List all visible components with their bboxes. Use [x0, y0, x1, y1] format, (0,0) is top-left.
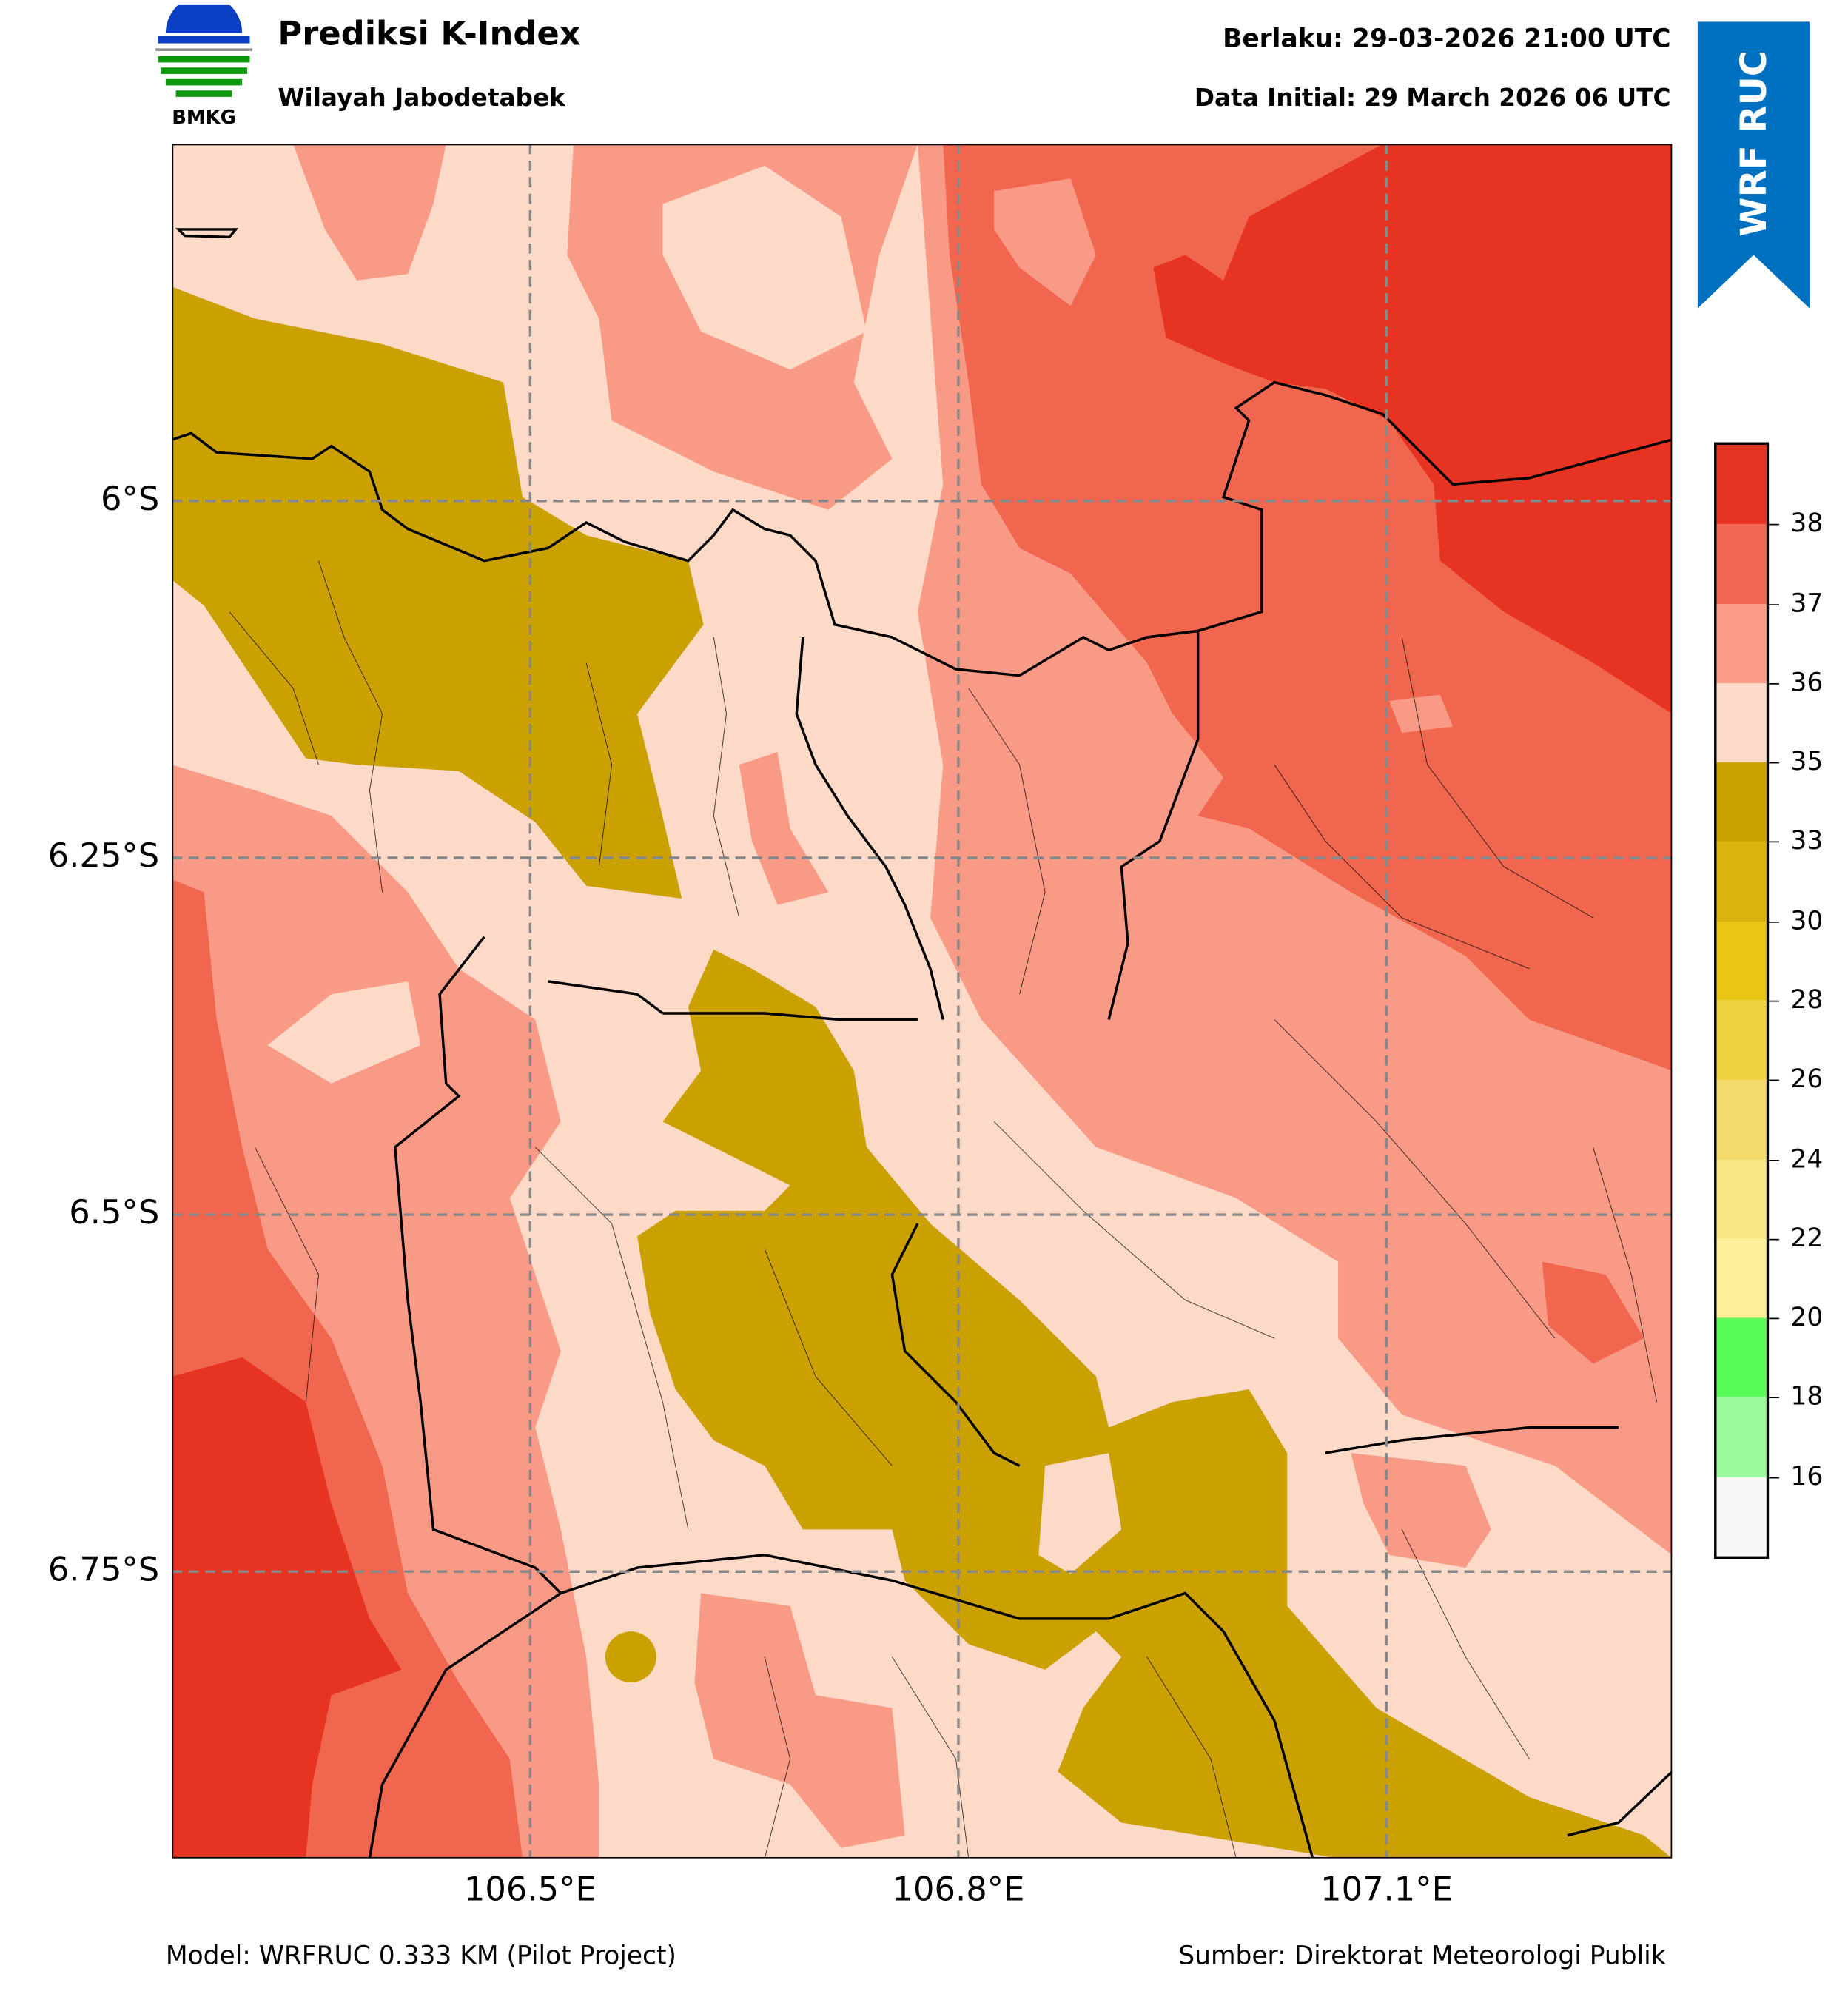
colorbar-bin [1716, 1317, 1767, 1398]
colorbar-tick [1769, 1317, 1779, 1320]
olive-regions [172, 286, 1673, 1859]
colorbar-label: 28 [1790, 984, 1824, 1015]
colorbar-tick [1769, 921, 1779, 923]
colorbar-bin [1716, 524, 1767, 605]
colorbar-tick [1769, 603, 1779, 605]
wrf-ruc-banner [1697, 21, 1810, 309]
region-subtitle: Wilayah Jabodetabek [278, 84, 565, 113]
y-tick-label: 6°S [100, 480, 160, 519]
initial-time: Data Initial: 29 March 2026 06 UTC [1194, 84, 1671, 113]
colorbar-label: 37 [1790, 587, 1824, 618]
peach-in-olive [1038, 1453, 1122, 1574]
colorbar-bin [1716, 603, 1767, 684]
colorbar-tick [1769, 1080, 1779, 1081]
colorbar-bin [1716, 1159, 1767, 1240]
colorbar-label: 36 [1790, 666, 1824, 697]
colorbar-label: 16 [1790, 1460, 1824, 1491]
k-index-map [172, 144, 1673, 1859]
colorbar-tick [1769, 1397, 1779, 1399]
gridlines [172, 144, 1673, 1859]
colorbar-label: 30 [1790, 904, 1824, 936]
colorbar-tick [1769, 1159, 1779, 1161]
colorbar-tick [1769, 1477, 1779, 1479]
y-tick-label: 6.75°S [47, 1551, 160, 1590]
colorbar-bin [1716, 842, 1767, 922]
colorbar-tick [1769, 1238, 1779, 1241]
colorbar-bin [1716, 1477, 1767, 1557]
colorbar-bin [1716, 1000, 1767, 1081]
x-tick-label: 107.1°E [1320, 1870, 1453, 1910]
colorbar-tick [1769, 524, 1779, 526]
red-regions [172, 144, 1673, 1859]
y-tick-label: 6.5°S [69, 1194, 160, 1233]
x-tick-label: 106.8°E [892, 1870, 1025, 1910]
colorbar-bin [1716, 921, 1767, 1001]
colorbar-tick [1769, 1000, 1779, 1002]
colorbar-bin [1716, 1238, 1767, 1319]
map-frame [172, 144, 1673, 1859]
colorbar-label: 18 [1790, 1380, 1824, 1411]
colorbar-bin [1716, 1397, 1767, 1478]
colorbar-bin [1716, 682, 1767, 763]
colorbar-label: 22 [1790, 1222, 1824, 1253]
colorbar-bin [1716, 762, 1767, 843]
colorbar-label: 20 [1790, 1301, 1824, 1332]
banner-label: WRF RUC [1733, 50, 1775, 236]
model-footer: Model: WRFRUC 0.333 KM (Pilot Project) [165, 1939, 676, 1971]
colorbar-label: 38 [1790, 507, 1824, 539]
peach-islands [267, 165, 867, 1084]
colorbar-label: 33 [1790, 825, 1824, 856]
district-boundaries [229, 560, 1658, 1859]
colorbar-tick [1769, 762, 1779, 764]
colorbar [1714, 442, 1770, 1560]
colorbar-bin [1716, 444, 1767, 526]
salmon-inner [994, 178, 1454, 734]
y-tick-label: 6.25°S [47, 837, 160, 876]
x-tick-label: 106.5°E [463, 1870, 597, 1910]
valid-time: Berlaku: 29-03-2026 21:00 UTC [1223, 22, 1671, 54]
bmkg-logo: BMKG [155, 4, 252, 129]
logo-text: BMKG [172, 107, 236, 129]
colorbar-tick [1769, 682, 1779, 685]
source-footer: Sumber: Direktorat Meteorologi Publik [1178, 1939, 1666, 1971]
colorbar-tick [1769, 842, 1779, 843]
page-title: Prediksi K-Index [278, 15, 581, 54]
colorbar-label: 35 [1790, 745, 1824, 776]
coastline-boundaries [172, 228, 1673, 1859]
banner-label-wrap: WRF RUC [1698, 21, 1810, 263]
colorbar-bin [1716, 1080, 1767, 1161]
colorbar-label: 24 [1790, 1142, 1824, 1174]
colorbar-label: 26 [1790, 1063, 1824, 1094]
